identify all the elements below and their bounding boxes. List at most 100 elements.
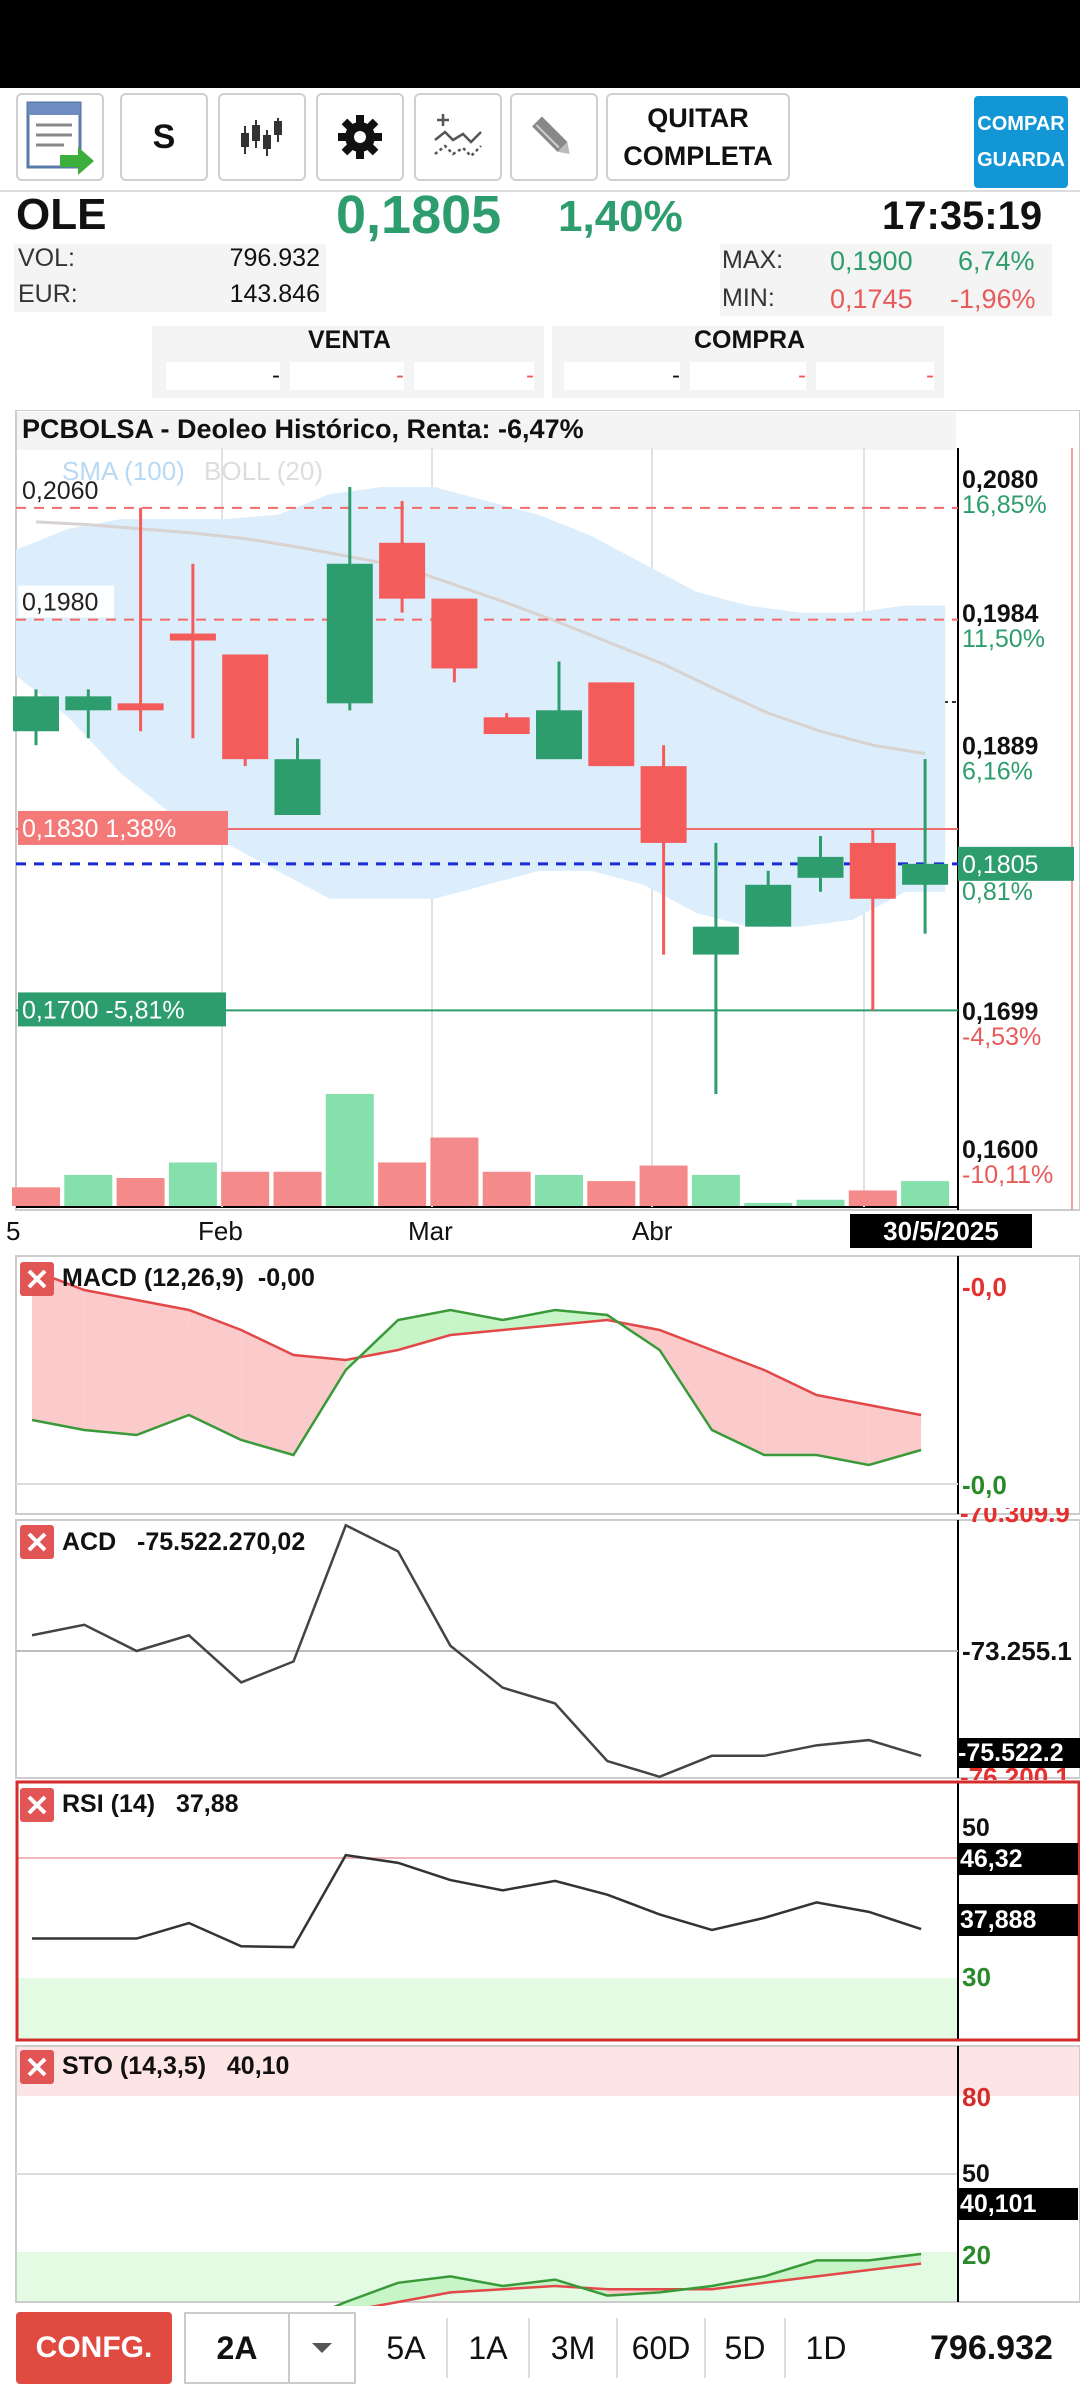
candlestick-button[interactable] — [218, 93, 306, 181]
volume-bar — [848, 1190, 897, 1206]
divider — [0, 190, 1080, 192]
y-tick-label: 0,1699 — [962, 998, 1038, 1026]
acd-axis-top-clip: -70.309.9 — [960, 1508, 1080, 1530]
price-level-label: 0,1980 — [22, 589, 98, 617]
settings-button[interactable] — [316, 93, 404, 181]
bollinger-band — [16, 486, 946, 927]
volume-value: 796.932 — [229, 244, 320, 272]
y-tick-pct: -10,11% — [962, 1161, 1053, 1189]
volume-bar — [221, 1171, 270, 1206]
range-box — [720, 244, 1052, 316]
sto-fill — [816, 2260, 869, 2277]
add-indicator-button[interactable] — [414, 93, 502, 181]
close-icon — [27, 2057, 47, 2077]
acd-value: -75.522.270,02 — [137, 1528, 306, 1556]
boll-legend: BOLL (20) — [204, 456, 323, 486]
y-tick-label: 0,1600 — [962, 1136, 1038, 1164]
volume-bar — [430, 1137, 479, 1206]
acd-axis-bottom-clip: -76.200.1 — [960, 1768, 1080, 1780]
volume-bar — [12, 1187, 60, 1206]
macd-histogram-fill — [84, 1290, 137, 1435]
period-60d-button[interactable]: 60D — [631, 2329, 691, 2366]
divider — [528, 2318, 530, 2378]
candle-body — [222, 654, 269, 760]
rsi-line — [32, 1853, 922, 1949]
macd-line — [31, 1308, 922, 1467]
period-3m-button[interactable]: 3M — [550, 2329, 596, 2366]
rsi-axis-30: 30 — [962, 1962, 991, 1992]
sto-axis-80: 80 — [962, 2082, 991, 2112]
sto-d-line — [369, 2262, 922, 2306]
chart-title: PCBOLSA - Deoleo Histórico, Renta: -6,47… — [22, 414, 584, 444]
min-label: MIN: — [722, 284, 775, 312]
divider — [616, 2318, 618, 2378]
sto-fill — [450, 2276, 503, 2293]
chevron-down-icon — [312, 2343, 332, 2353]
close-macd-button[interactable] — [20, 1262, 54, 1296]
price-change: 1,40% — [558, 192, 683, 241]
sell-level-2: - — [290, 362, 404, 390]
close-rsi-button[interactable] — [20, 1788, 54, 1822]
x-tick: Mar — [408, 1216, 453, 1246]
period-1d-button[interactable]: 1D — [805, 2329, 847, 2366]
draw-tool-button[interactable] — [510, 93, 598, 181]
ticker-symbol: OLE — [16, 190, 107, 239]
acd-panel[interactable] — [0, 1518, 1080, 1780]
close-sto-button[interactable] — [20, 2050, 54, 2084]
current-price-marker — [958, 846, 1074, 881]
quit-label-line1: QUITAR — [647, 103, 749, 133]
volume-bar — [901, 1181, 950, 1206]
sto-axis-20: 20 — [962, 2240, 991, 2270]
macd-histogram-fill — [711, 1350, 765, 1455]
sto-fill — [868, 2254, 922, 2270]
rsi-last-label: 37,888 — [958, 1904, 1078, 1936]
price-chart[interactable]: 0,2060 0,1980 0,1830 1,38% 0,1700 -5,81% 0,… — [0, 410, 1080, 1250]
period-5d-button[interactable]: 5D — [724, 2329, 766, 2366]
candle-body — [117, 703, 164, 711]
rsi-value: 37,88 — [175, 1790, 239, 1818]
candle-body — [902, 863, 949, 885]
period-dropdown-button[interactable] — [290, 2312, 356, 2384]
sto-axis-50: 50 — [962, 2160, 990, 2188]
y-tick-pct: 0,81% — [962, 878, 1033, 906]
candle-body — [326, 563, 373, 704]
document-export-button[interactable] — [16, 93, 104, 181]
candle-body — [169, 633, 216, 641]
buy-save-button[interactable]: COMPAR GUARDA — [974, 96, 1068, 188]
rsi-label: RSI (14) 37,88 — [62, 1790, 239, 1819]
sma-line — [35, 520, 926, 756]
config-button[interactable]: CONFG. — [16, 2312, 172, 2384]
buy-level-3: - — [816, 362, 934, 390]
macd-panel[interactable] — [0, 1254, 1080, 1516]
min-value: 0,1745 — [830, 284, 913, 314]
volume-bar — [325, 1094, 374, 1206]
price-level-label-bg — [18, 473, 114, 506]
period-1a-button[interactable]: 1A — [468, 2329, 508, 2366]
macd-label: MACD (12,26,9) -0,00 — [62, 1264, 315, 1293]
sell-label: VENTA — [308, 326, 391, 354]
volume-bar — [482, 1171, 531, 1206]
sto-panel[interactable] — [0, 2044, 1080, 2306]
quote-time: 17:35:19 — [882, 194, 1043, 238]
candle-body — [274, 759, 321, 815]
volume-bar — [273, 1171, 322, 1206]
eur-label: EUR: — [18, 280, 78, 308]
price-level-label-bg — [18, 810, 228, 845]
period-selected[interactable]: 2A — [184, 2312, 290, 2384]
close-acd-button[interactable] — [20, 1525, 54, 1559]
period-5a-button[interactable]: 5A — [386, 2329, 426, 2366]
document-export-icon — [26, 101, 94, 175]
y-tick-label: 0,1805 — [962, 851, 1038, 879]
macd-value: -0,00 — [257, 1264, 315, 1292]
acd-name: ACD — [62, 1528, 117, 1556]
chart-frame — [15, 410, 1080, 1211]
acd-line — [31, 1523, 922, 1778]
volume-bar — [168, 1162, 217, 1206]
rsi-panel[interactable] — [0, 1780, 1080, 2044]
candle-body — [65, 696, 112, 711]
macd-signal-line — [31, 1268, 922, 1417]
s-button[interactable]: S — [120, 93, 208, 181]
quit-complete-button[interactable]: QUITAR COMPLETA — [606, 93, 790, 181]
macd-histogram-fill — [868, 1405, 922, 1465]
add-indicator-icon — [434, 114, 482, 158]
